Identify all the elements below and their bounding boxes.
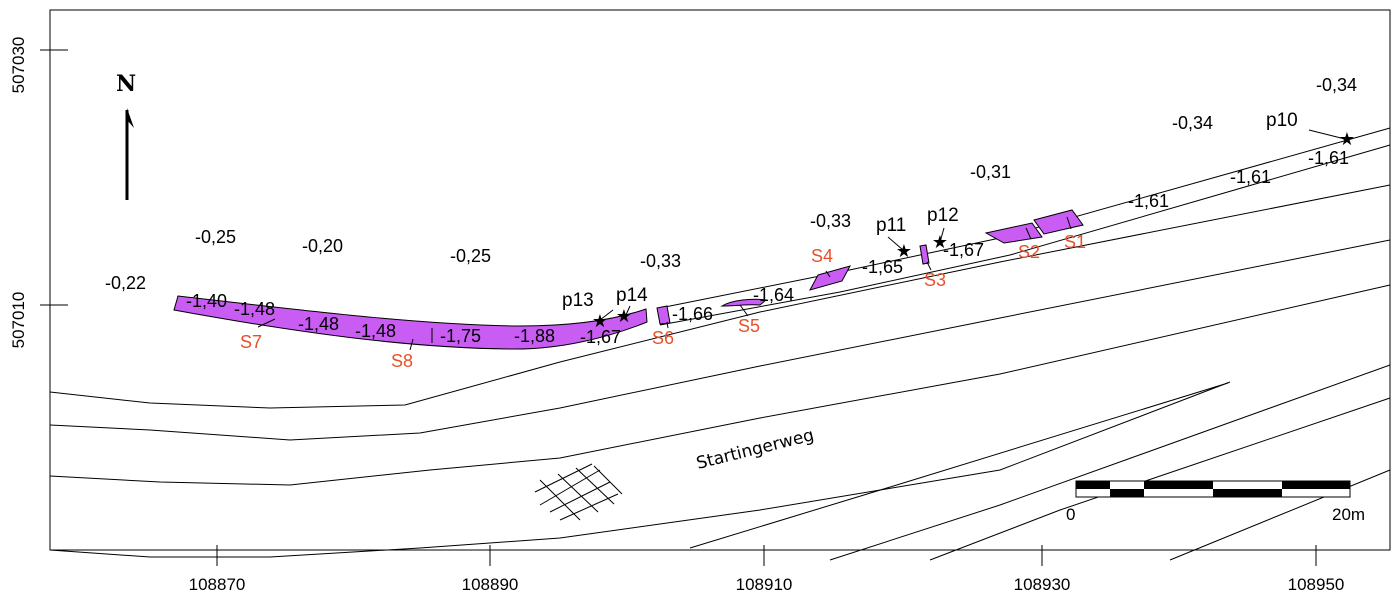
surface-value: -0,34 [1172, 113, 1213, 133]
depth-values: -1,40 -1,48 -1,48 -1,48 -1,75 -1,88 -1,6… [186, 148, 1349, 347]
section-label: S4 [811, 246, 833, 266]
x-tick-label: 108870 [189, 575, 246, 594]
depth-value: -1,40 [186, 291, 227, 311]
trench-s2 [984, 222, 1043, 244]
star-marker-icon: ★ [1339, 129, 1355, 150]
depth-value: -1,66 [672, 304, 713, 324]
trench-s1 [1033, 209, 1084, 235]
surface-value: -0,25 [195, 227, 236, 247]
trench-s5 [720, 298, 768, 307]
scale-start-label: 0 [1066, 505, 1075, 524]
section-label: S6 [652, 328, 674, 348]
depth-value: -1,75 [440, 326, 481, 346]
y-tick-label: 507010 [9, 292, 28, 349]
trench-s4 [809, 265, 851, 291]
section-label: S7 [240, 332, 262, 352]
point-label: p14 [616, 285, 648, 306]
surface-value: -0,33 [640, 251, 681, 271]
surface-value: -0,31 [970, 162, 1011, 182]
surface-values: -0,22 -0,25 -0,20 -0,25 -0,33 -0,33 -0,3… [105, 75, 1357, 293]
x-tick-label: 108930 [1014, 575, 1071, 594]
section-label: S3 [924, 270, 946, 290]
map-frame [49, 9, 1391, 551]
star-marker-icon: ★ [592, 311, 608, 332]
terrain-lines [49, 127, 1391, 561]
depth-value: -1,65 [862, 257, 903, 277]
point-label: p12 [927, 205, 959, 226]
depth-value: -1,88 [514, 326, 555, 346]
surface-value: -0,34 [1316, 75, 1357, 95]
section-label: S5 [738, 316, 760, 336]
x-axis: 108870 108890 108910 108930 108950 [189, 545, 1345, 594]
star-marker-icon: ★ [932, 232, 948, 253]
depth-value: -1,48 [298, 314, 339, 334]
depth-value: -1,48 [234, 299, 275, 319]
point-markers: ★ ★ ★ ★ ★ [592, 129, 1355, 332]
leader-lines [257, 129, 1346, 351]
depth-value: -1,67 [943, 240, 984, 260]
trench-s6 [656, 305, 671, 325]
point-label: p10 [1266, 110, 1298, 131]
section-label: S1 [1064, 232, 1086, 252]
scale-bar: 0 20m [1066, 480, 1365, 524]
depth-value: -1,64 [753, 285, 794, 305]
road-label: Startingerweg [694, 425, 816, 474]
x-tick-label: 108910 [736, 575, 793, 594]
north-arrow: N [116, 71, 136, 200]
point-label: p13 [562, 290, 594, 311]
hatched-area [534, 463, 623, 521]
point-label: p11 [876, 215, 906, 236]
section-labels: S1 S2 S3 S4 S5 S6 S7 S8 [240, 232, 1086, 371]
surface-value: -0,22 [105, 273, 146, 293]
y-axis: 507030 507010 [9, 37, 68, 349]
depth-value: -1,48 [355, 321, 396, 341]
scale-end-label: 20m [1332, 505, 1365, 524]
x-tick-label: 108950 [1288, 575, 1345, 594]
star-marker-icon: ★ [616, 306, 632, 327]
section-label: S2 [1018, 242, 1040, 262]
star-marker-icon: ★ [896, 241, 912, 262]
trenches [173, 209, 1084, 350]
section-label: S8 [391, 351, 413, 371]
depth-value: -1,61 [1230, 167, 1271, 187]
x-tick-label: 108890 [462, 575, 519, 594]
depth-value: -1,61 [1128, 191, 1169, 211]
trench-s3 [919, 244, 930, 265]
surface-value: -0,25 [450, 246, 491, 266]
depth-value: -1,61 [1308, 148, 1349, 168]
surface-value: -0,20 [302, 236, 343, 256]
y-tick-label: 507030 [9, 37, 28, 94]
north-label: N [116, 71, 136, 97]
surface-value: -0,33 [810, 211, 851, 231]
trench-s7-s8 [173, 295, 648, 350]
point-labels: p10 p11 p12 p13 p14 [562, 110, 1298, 311]
depth-value: -1,67 [580, 327, 621, 347]
